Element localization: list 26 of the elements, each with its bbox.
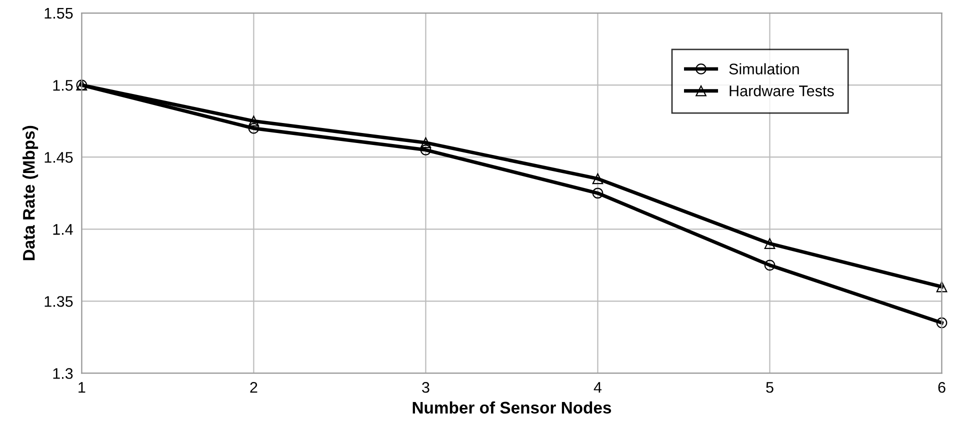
x-tick-label: 4 bbox=[594, 382, 602, 393]
legend-label: Hardware Tests bbox=[730, 85, 834, 96]
x-tick-label: 6 bbox=[938, 382, 946, 393]
y-tick-label: 1.55 bbox=[44, 8, 73, 19]
y-tick-label: 1.5 bbox=[53, 80, 73, 91]
point bbox=[936, 281, 948, 292]
x-axis-title: Number of Sensor Nodes bbox=[412, 401, 612, 414]
point bbox=[936, 317, 948, 328]
x-tick-label: 1 bbox=[78, 382, 86, 393]
x-tick-label: 2 bbox=[250, 382, 258, 393]
point bbox=[248, 116, 260, 126]
legend-label: Simulation bbox=[729, 63, 799, 74]
point bbox=[764, 238, 776, 249]
x-tick-label: 5 bbox=[766, 382, 774, 393]
point bbox=[592, 188, 604, 199]
y-tick-label: 1.35 bbox=[44, 296, 73, 307]
y-tick-label: 1.3 bbox=[53, 368, 73, 379]
point bbox=[420, 144, 432, 156]
x-tick-label: 3 bbox=[422, 382, 430, 393]
y-tick-label: 1.45 bbox=[44, 152, 73, 163]
y-axis-title: Data Rate (Mbps) bbox=[22, 126, 38, 260]
point bbox=[420, 137, 432, 148]
point bbox=[248, 122, 260, 134]
point bbox=[592, 173, 604, 184]
y-tick-label: 1.4 bbox=[53, 224, 73, 235]
point bbox=[764, 260, 776, 271]
